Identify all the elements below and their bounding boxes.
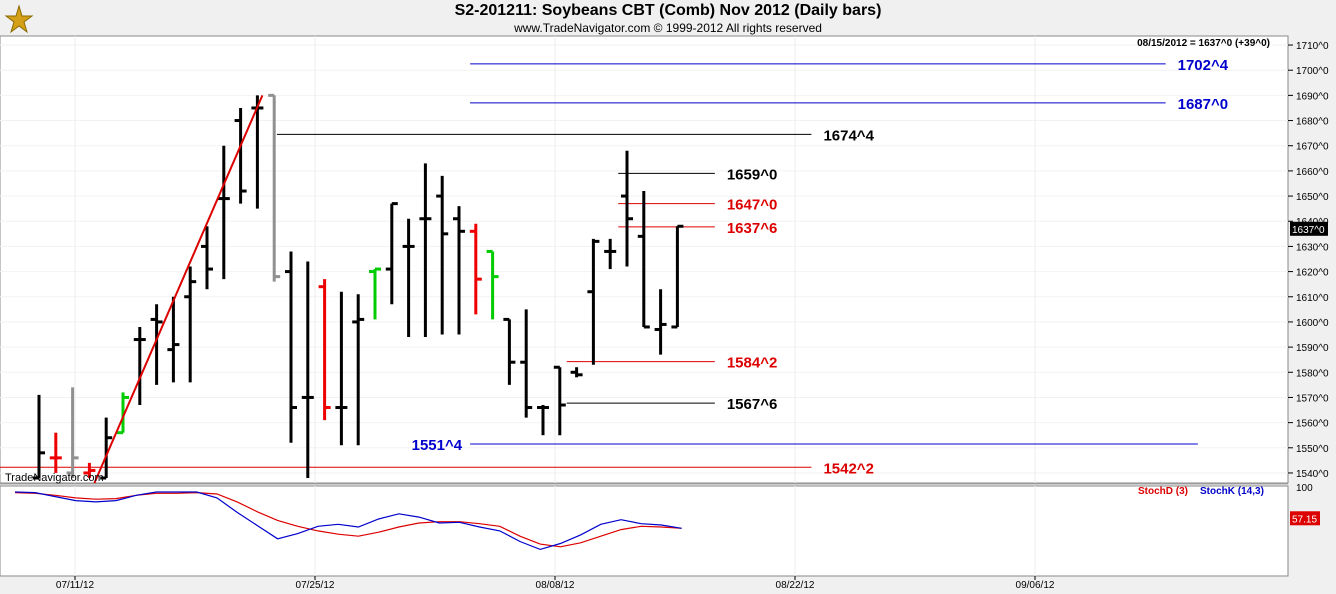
y-tick-label: 1650^0: [1296, 192, 1329, 203]
last-price-label: 1637^0: [1292, 225, 1325, 236]
y-tick-label: 1670^0: [1296, 142, 1329, 153]
y-tick-label: 1630^0: [1296, 242, 1329, 253]
ohlc-bar: [335, 291, 348, 446]
y-tick-label: 1690^0: [1296, 91, 1329, 102]
level-label: 1567^6: [727, 396, 777, 413]
ohlc-bar: [486, 249, 499, 320]
y-tick-label: 1680^0: [1296, 117, 1329, 128]
x-tick-label: 09/06/12: [1016, 580, 1055, 591]
legend-stochk: StochK (14,3): [1200, 486, 1264, 497]
stoch-line: [14, 491, 682, 551]
level-label: 1687^0: [1178, 96, 1228, 113]
indicator-panel-bg: [0, 485, 1289, 577]
ohlc-bar: [453, 206, 465, 335]
ohlc-bar: [49, 432, 62, 473]
level-label: 1551^4: [412, 437, 463, 454]
ohlc-bar: [285, 251, 297, 443]
level-label: 1647^0: [727, 197, 777, 214]
level-label: 1542^2: [823, 460, 873, 477]
date-axis: 07/11/12 07/25/12 08/08/12 08/22/12 09/06/12: [56, 576, 1055, 591]
chart-title: S2-201211: Soybeans CBT (Comb) Nov 2012 …: [454, 2, 882, 19]
ohlc-bar: [33, 394, 45, 480]
stoch-y-tick-label: 100: [1296, 483, 1313, 494]
y-tick-label: 1620^0: [1296, 268, 1329, 279]
ohlc-bar: [537, 405, 549, 436]
ohlc-bar: [100, 417, 113, 480]
ohlc-bar: [385, 202, 398, 305]
ohlc-bar: [604, 238, 617, 270]
support-resistance-levels: 1702^4 1687^0 1674^4 1659^0 1647^0 1637^6 1584…: [0, 57, 1229, 477]
ohlc-bar: [83, 462, 96, 478]
ohlc-bar: [671, 224, 684, 329]
ohlc-bar: [268, 93, 281, 282]
ohlc-bar: [217, 145, 230, 280]
y-tick-label: 1590^0: [1296, 343, 1329, 354]
last-price-box: [1290, 221, 1328, 236]
gridlines: [0, 36, 1288, 576]
y-tick-label: 1660^0: [1296, 167, 1329, 178]
price-bars: [33, 93, 684, 480]
stoch-line: [14, 491, 682, 548]
ohlc-bar: [553, 365, 566, 436]
stoch-last-box: [1290, 511, 1320, 526]
ohlc-bar: [318, 279, 331, 421]
y-tick-label: 1540^0: [1296, 469, 1329, 480]
level-label: 1674^4: [823, 127, 874, 144]
x-tick-label: 07/11/12: [56, 580, 95, 591]
ohlc-bar: [503, 317, 516, 385]
x-tick-label: 08/22/12: [776, 580, 815, 591]
y-tick-label: 1610^0: [1296, 293, 1329, 304]
level-label: 1584^2: [727, 355, 777, 372]
price-info: 08/15/2012 = 1637^0 (+39^0): [1137, 38, 1270, 49]
ohlc-bar: [402, 218, 415, 338]
ohlc-bar: [167, 296, 180, 383]
copyright-notice: www.TradeNavigator.com © 1999-2012 All r…: [514, 21, 822, 35]
chart-header: S2-201211: Soybeans CBT (Comb) Nov 2012 …: [0, 0, 1336, 36]
y-tick-label: 1550^0: [1296, 444, 1329, 455]
ohlc-bar: [369, 267, 381, 320]
ohlc-bar: [352, 294, 365, 446]
y-tick-label: 1570^0: [1296, 393, 1329, 404]
level-label: 1702^4: [1178, 57, 1229, 74]
ohlc-bar: [621, 150, 633, 267]
ohlc-bar: [201, 226, 213, 290]
trendline-segment: [93, 94, 264, 484]
ohlc-bar: [436, 175, 449, 335]
y-tick-label: 1560^0: [1296, 419, 1329, 430]
ohlc-bar: [66, 387, 79, 478]
ohlc-bar: [637, 191, 650, 329]
ohlc-bar: [469, 223, 482, 315]
trendline: [93, 94, 264, 484]
watermark: TradeNavigator.com: [5, 472, 104, 484]
ohlc-bar: [587, 238, 600, 365]
y-tick-label: 1580^0: [1296, 368, 1329, 379]
x-tick-label: 07/25/12: [296, 580, 335, 591]
y-tick-label: 1710^0: [1296, 41, 1329, 52]
ohlc-bar: [301, 261, 314, 478]
ohlc-bar: [117, 392, 129, 435]
ohlc-bar: [570, 367, 583, 378]
ohlc-bar: [133, 326, 146, 405]
ohlc-bar: [234, 107, 247, 204]
y-tick-label: 1700^0: [1296, 66, 1329, 77]
trade-navigator-logo: [4, 4, 34, 34]
level-label: 1659^0: [727, 166, 777, 183]
stoch-last-label: 57.15: [1292, 514, 1317, 525]
stochastic-panel: 100 StochD (3) StochK (14,3) 57.15: [14, 483, 1320, 551]
ohlc-bar: [184, 266, 197, 383]
x-tick-label: 08/08/12: [536, 580, 575, 591]
level-label: 1637^6: [727, 220, 777, 237]
y-tick-label: 1600^0: [1296, 318, 1329, 329]
legend-stochd: StochD (3): [1138, 486, 1188, 497]
ohlc-bar: [520, 309, 533, 418]
price-axis: 1540^0 1550^0 1560^0 1570^0 1580^0 1590^0 1600…: [1288, 41, 1329, 480]
ohlc-bar: [150, 304, 163, 385]
ohlc-bar: [654, 289, 667, 355]
ohlc-bar: [419, 163, 432, 338]
